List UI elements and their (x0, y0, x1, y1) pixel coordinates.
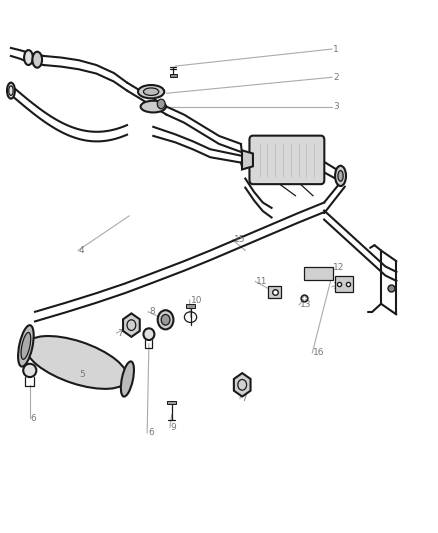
Text: 14: 14 (333, 282, 344, 291)
Polygon shape (304, 266, 333, 280)
Polygon shape (234, 373, 251, 397)
Ellipse shape (121, 361, 134, 397)
Text: 13: 13 (300, 301, 311, 309)
Polygon shape (242, 150, 253, 169)
Polygon shape (335, 276, 353, 292)
Ellipse shape (18, 325, 34, 367)
Polygon shape (167, 401, 176, 404)
Ellipse shape (144, 328, 154, 340)
Text: 7: 7 (241, 394, 247, 403)
Ellipse shape (21, 333, 31, 359)
Text: 9: 9 (171, 423, 177, 432)
Polygon shape (186, 304, 195, 308)
Text: 4: 4 (79, 246, 85, 255)
Text: 2: 2 (333, 73, 339, 82)
Ellipse shape (7, 83, 15, 99)
FancyBboxPatch shape (250, 136, 324, 184)
Polygon shape (170, 74, 177, 77)
Text: 12: 12 (333, 263, 344, 272)
Ellipse shape (26, 336, 127, 389)
Text: 5: 5 (79, 370, 85, 378)
Text: 3: 3 (333, 102, 339, 111)
Ellipse shape (141, 101, 166, 112)
Circle shape (161, 314, 170, 325)
Ellipse shape (32, 52, 42, 68)
Circle shape (158, 310, 173, 329)
Ellipse shape (143, 88, 159, 95)
Ellipse shape (338, 171, 343, 181)
Text: 7: 7 (117, 329, 123, 337)
Text: 10: 10 (191, 296, 202, 304)
Ellipse shape (24, 50, 33, 65)
Text: 1: 1 (333, 45, 339, 53)
Polygon shape (268, 286, 281, 298)
Text: 6: 6 (31, 414, 36, 423)
Text: 16: 16 (313, 349, 325, 357)
Ellipse shape (335, 166, 346, 186)
Ellipse shape (138, 85, 164, 99)
Text: 8: 8 (149, 308, 155, 316)
Ellipse shape (157, 99, 165, 109)
Polygon shape (123, 313, 140, 337)
Text: 11: 11 (256, 277, 268, 286)
Text: 6: 6 (148, 429, 154, 437)
Ellipse shape (23, 364, 36, 377)
Text: 15: 15 (233, 236, 245, 244)
